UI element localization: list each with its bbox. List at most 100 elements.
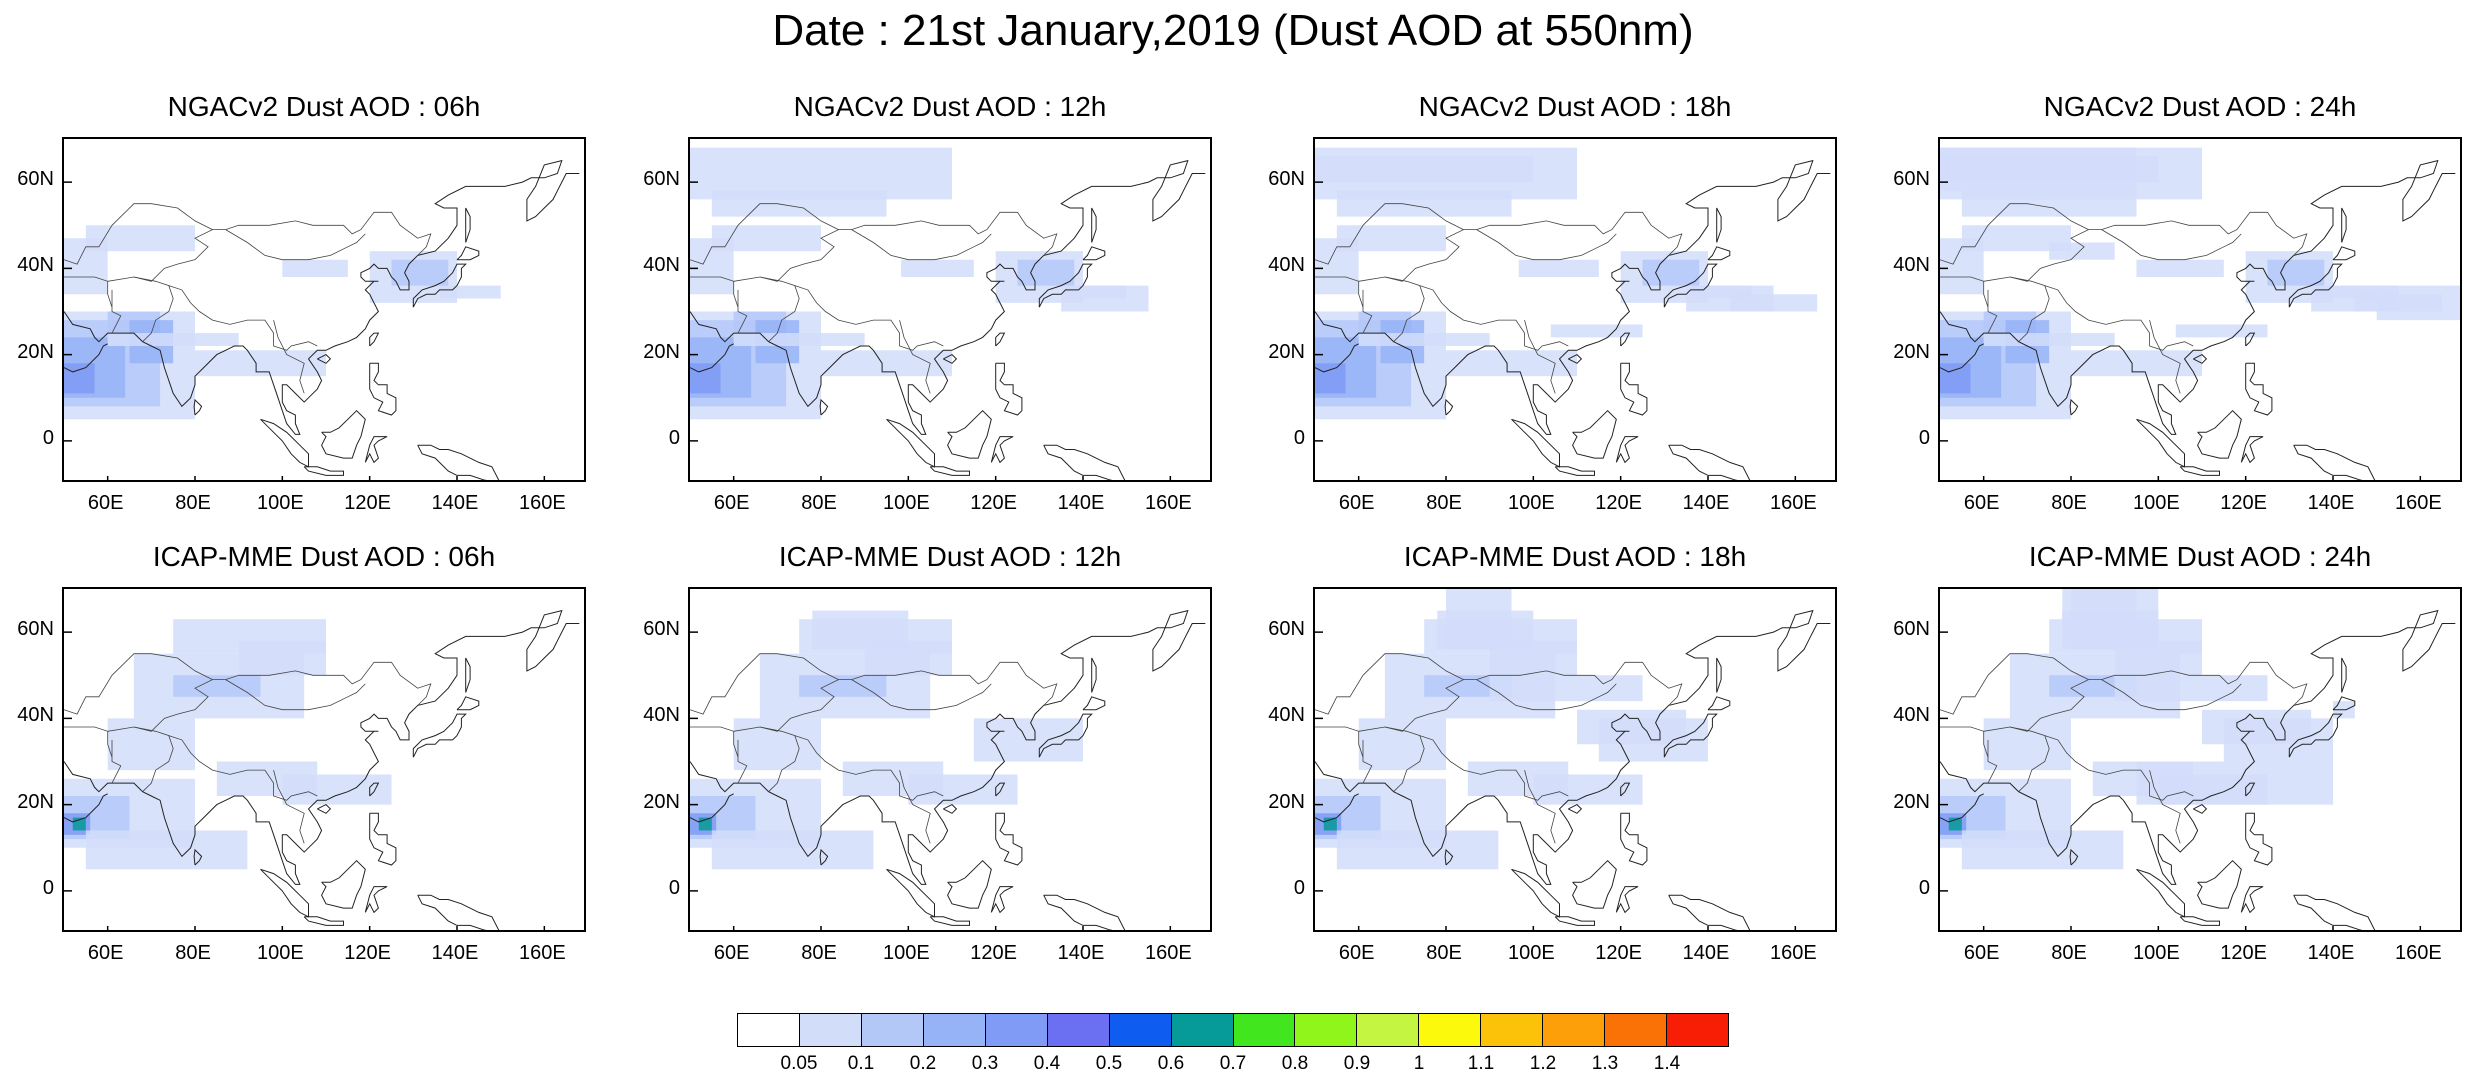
map-panel: NGACv2 Dust AOD : 18h 60N 40N 20N 0 60E 80E 100… [1268,91,1837,514]
lat-tick-label: 20N [643,790,680,813]
coastline [2136,418,2185,468]
lat-tick-label: 40N [1893,254,1930,277]
country-border [690,726,739,758]
map-plot-area [688,587,1212,932]
map-plot-area [62,137,586,482]
country-border [1419,735,1569,801]
aod-shading-cell [842,761,944,796]
colorbar-label: 1.1 [1467,1053,1495,1074]
coastline [1568,803,1583,814]
colorbar-swatch [985,1014,1048,1046]
figure-title: Date : 21st January,2019 (Dust AOD at 55… [772,6,1694,55]
colorbar-swatch [1543,1014,1606,1046]
coastline [1620,332,1631,347]
lon-tick-label: 100E [882,492,930,514]
country-border [1940,276,1989,308]
country-border [737,289,748,334]
aod-shading-cell [2049,242,2115,260]
coastline [2332,696,2356,711]
coastline [943,353,958,364]
coastline [2245,782,2256,797]
coastline [1940,793,1984,823]
lon-tick-label: 140E [431,492,479,514]
country-border [273,770,305,844]
colorbar-swatch [1357,1014,1420,1046]
map-plot-area [1938,587,2462,932]
aod-shading-cell [711,830,874,870]
country-border [759,726,800,792]
country-border [794,285,944,351]
lat-tick-label: 40N [17,704,54,727]
coastline [929,916,970,926]
coastline [1554,466,1595,476]
coastline [929,466,970,476]
country-border [111,739,122,784]
coastline [2136,868,2185,918]
country-border [851,229,992,261]
coastline [1940,609,2456,885]
lon-tick-label: 140E [1682,492,1730,514]
country-border [64,653,213,715]
lon-tick-label: 140E [1682,942,1730,964]
lat-tick-label: 0 [1918,876,1930,899]
panel-title: NGACv2 Dust AOD : 06h [167,91,481,122]
lon-tick-label: 140E [1057,942,1105,964]
country-border [1384,726,1425,792]
country-border [2101,229,2242,261]
colorbar-label: 0.6 [1157,1053,1185,1074]
aod-shading-cell [1017,259,1075,286]
lon-tick-label: 120E [970,492,1018,514]
coastline [2245,812,2273,866]
country-border [1358,211,1683,282]
aod-shading-cell [1961,830,2124,870]
country-border [168,285,318,351]
lat-tick-label: 0 [42,876,54,899]
coastline [2341,207,2347,243]
aod-shading-cell [391,259,449,286]
aod-shading-cell [439,285,501,299]
lon-tick-label: 100E [1507,492,1555,514]
aod-shading-cell [2114,675,2268,702]
panel-title: ICAP-MME Dust AOD : 12h [778,541,1122,572]
coastline [369,782,380,797]
colorbar-swatch [861,1014,924,1046]
lat-tick-label: 40N [1893,704,1930,727]
coastline [886,868,935,918]
dust-aod-map [1940,589,2456,930]
coastline [417,894,500,930]
coastline [2245,332,2256,347]
coastline [64,159,580,435]
lat-tick-label: 0 [668,876,680,899]
country-border [2149,320,2181,394]
lon-tick-label: 80E [175,492,211,514]
coastline [1620,782,1631,797]
coastline [1315,609,1831,885]
coastline [1554,916,1595,926]
coastline [2245,362,2273,416]
country-border [2101,679,2242,711]
map-panel: ICAP-MME Dust AOD : 06h 60N 40N 20N 0 60E 80E 1… [17,541,586,964]
country-border [899,770,931,844]
lon-tick-label: 60E [1338,492,1375,514]
map-panel: ICAP-MME Dust AOD : 12h 60N 40N 20N 0 60E 80E 1… [643,541,1212,964]
lat-tick-label: 40N [1268,254,1305,277]
coastline [995,332,1006,347]
coastline [1663,263,1718,308]
colorbar-swatch [738,1014,800,1046]
coastline [369,362,397,416]
aod-shading-cell [1940,363,1971,394]
lon-tick-label: 160E [2394,492,2442,514]
coastline [995,782,1006,797]
country-border [2044,285,2194,351]
country-border [733,661,1058,732]
lon-tick-label: 160E [518,942,566,964]
coastline [1568,353,1583,364]
country-border [1384,276,1425,342]
aod-shading-cell [238,640,326,676]
aod-shading-cell [1446,589,1512,650]
lon-tick-label: 120E [2220,492,2268,514]
coastline [1315,793,1359,823]
coastline [1572,859,1617,909]
dust-aod-map [690,609,1206,930]
lat-tick-label: 0 [1918,426,1930,449]
